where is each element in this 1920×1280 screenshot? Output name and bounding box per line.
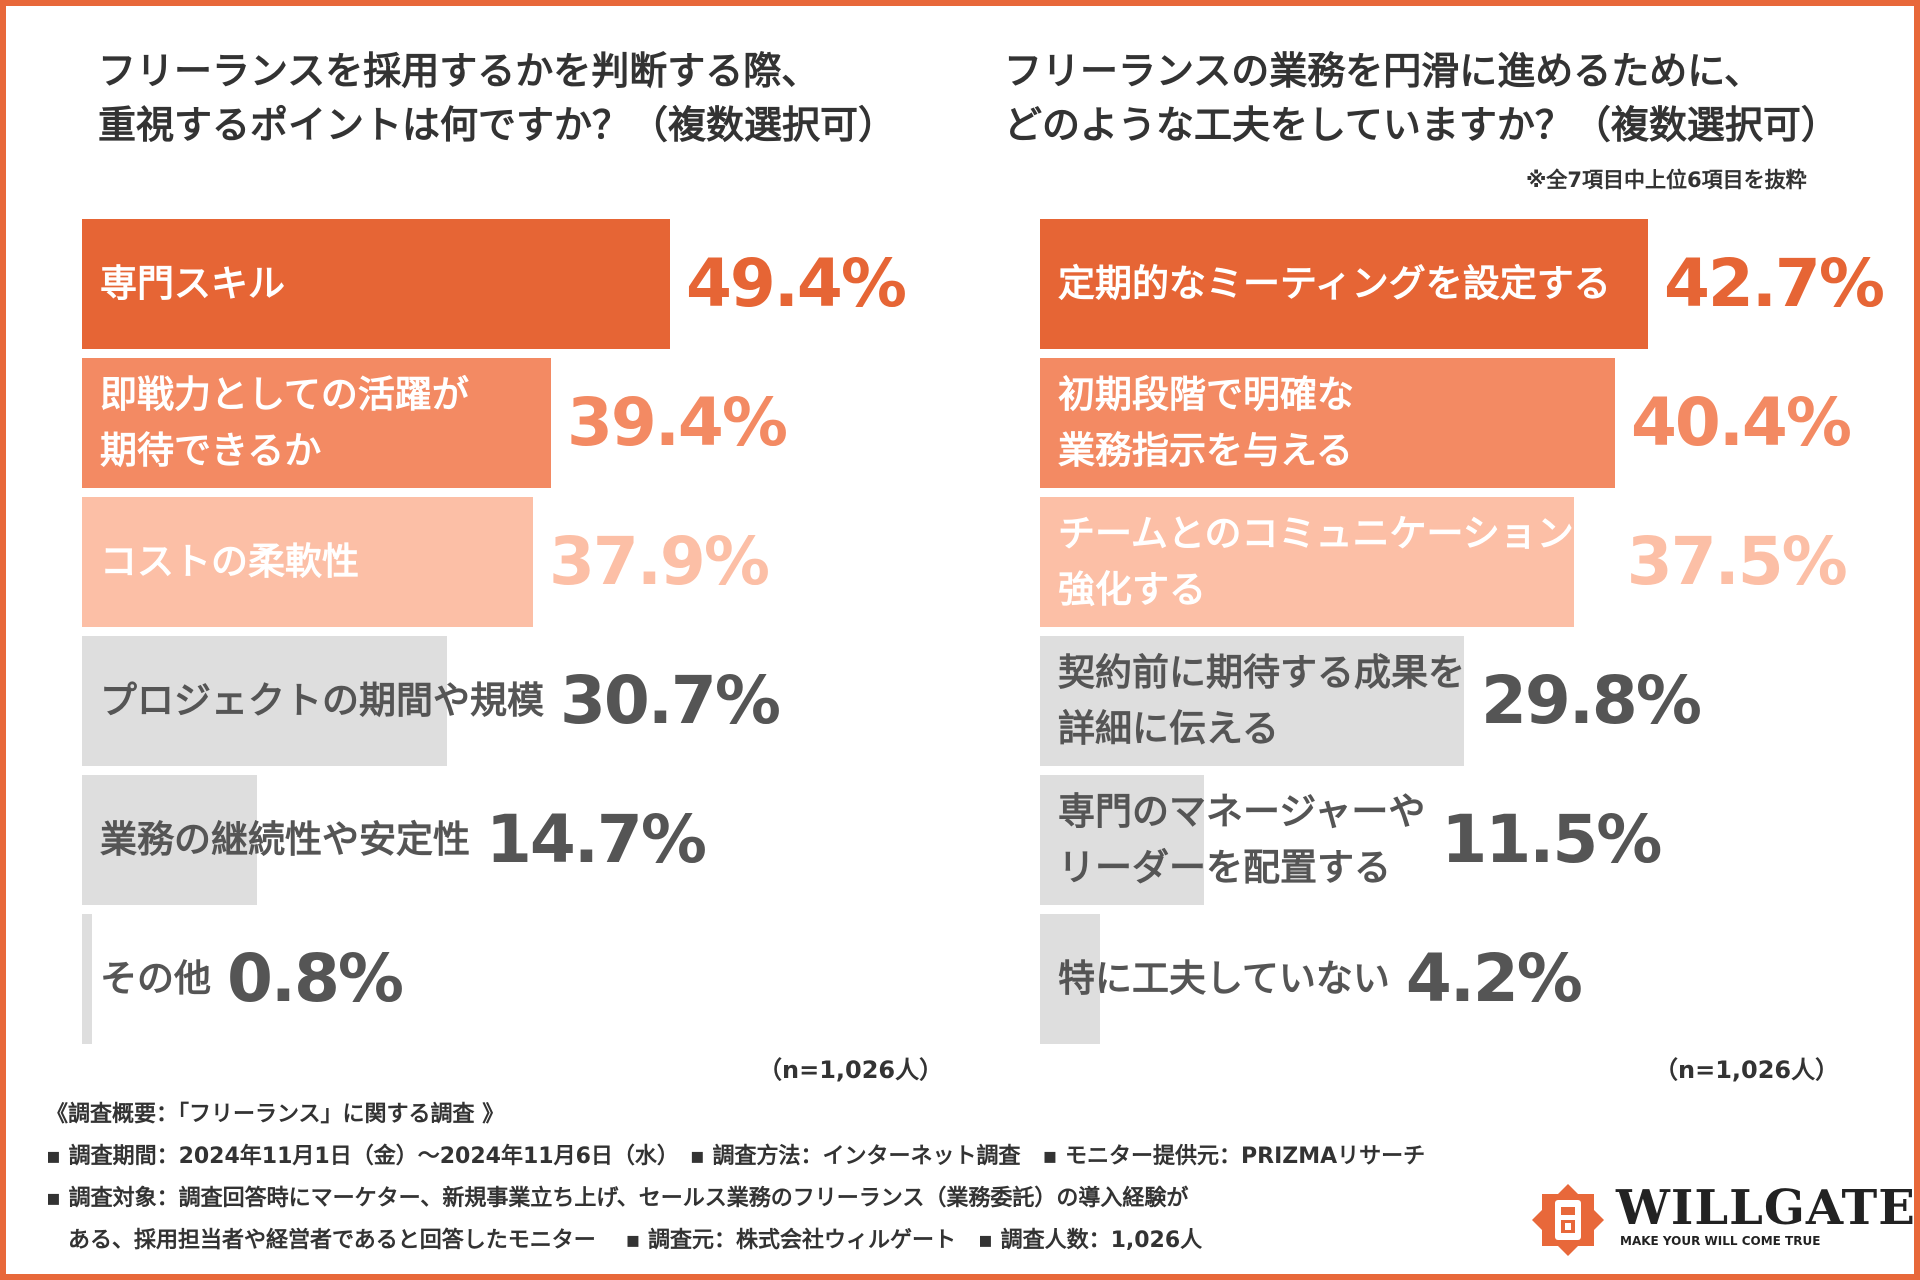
bar-label-line: 定期的なミーティングを設定する [1058, 262, 1611, 305]
survey-summary: 《調査概要：「フリーランス」に関する調査 》 ▪ 調査期間：2024年11月1日… [46, 1094, 1425, 1262]
bar-value-2: 39.4% [567, 384, 788, 461]
bar-label-line: リーダーを配置する [1058, 846, 1391, 889]
bar-3 [82, 497, 533, 627]
bar-label-1: 専門スキル [82, 219, 285, 349]
bar-label-line: チームとのコミュニケーションを [1058, 512, 1611, 555]
bar-label-line: 専門スキル [100, 262, 285, 305]
bar-label-line: コストの柔軟性 [100, 540, 359, 583]
left-title-line2: 重視するポイントは何ですか？（複数選択可） [98, 103, 897, 147]
left-chart-title: フリーランスを採用するかを判断する際、 重視するポイントは何ですか？（複数選択可… [98, 44, 896, 152]
right-chart-title: フリーランスの業務を円滑に進めるために、 どのような工夫をしていますか？（複数選… [1004, 44, 1839, 152]
bar-value-5: 11.5% [1441, 801, 1662, 878]
survey-summary-heading: 《調査概要：「フリーランス」に関する調査 》 [46, 1102, 505, 1127]
bar-label-line: 詳細に伝える [1058, 707, 1279, 750]
bar-label-line: 即戦力としての活躍が [100, 373, 469, 416]
right-sample-size: （n=1,026人） [1654, 1056, 1840, 1084]
bar-label-line: 業務の継続性や安定性 [100, 818, 470, 861]
left-sample-size: （n=1,026人） [758, 1056, 944, 1084]
right-bar-chart: 定期的なミーティングを設定する 42.7% 初期段階で明確な 業務指示を与える 40.4… [1040, 219, 1896, 1049]
bar-label-line: 業務指示を与える [1058, 429, 1353, 472]
bar-1 [1040, 219, 1648, 349]
bar-value-6: 0.8% [227, 940, 404, 1017]
bar-label-line: 期待できるか [100, 429, 322, 472]
bar-label-6: 特に工夫していない [1040, 914, 1390, 1044]
bar-label-2: 即戦力としての活躍が 期待できるか [82, 358, 469, 488]
bar-label-5: 業務の継続性や安定性 [82, 775, 470, 905]
bar-label-line: 専門のマネージャーや [1058, 790, 1426, 833]
willgate-logo-mark-icon [1532, 1184, 1604, 1256]
bar-6 [1040, 914, 1100, 1044]
bar-4 [82, 636, 447, 766]
bar-3 [1040, 497, 1574, 627]
bar-label-3: チームとのコミュニケーションを 強化する [1040, 497, 1611, 627]
survey-target-line-cont: ある、採用担当者や経営者であると回答したモニター ▪ 調査元：株式会社ウィルゲー… [46, 1228, 1203, 1253]
bar-label-5: 専門のマネージャーや リーダーを配置する [1040, 775, 1425, 905]
survey-period-line: ▪ 調査期間：2024年11月1日（金）～2024年11月6日（水） ▪ 調査方… [46, 1144, 1426, 1169]
bar-1 [82, 219, 670, 349]
bar-label-4: 契約前に期待する成果を 詳細に伝える [1040, 636, 1465, 766]
bar-label-line: 初期段階で明確な [1058, 373, 1354, 416]
bar-label-6: その他 [82, 914, 211, 1044]
bar-value-3: 37.9% [549, 523, 770, 600]
right-title-line2: どのような工夫をしていますか？（複数選択可） [1004, 103, 1839, 147]
left-bar-chart: 専門スキル 49.4% 即戦力としての活躍が 期待できるか 39.4% コストの柔軟性 37… [82, 219, 922, 1049]
bar-value-5: 14.7% [486, 801, 707, 878]
bar-label-line: 特に工夫していない [1058, 957, 1390, 1000]
bar-label-3: コストの柔軟性 [82, 497, 359, 627]
right-title-line1: フリーランスの業務を円滑に進めるために、 [1004, 49, 1763, 93]
bar-label-line: プロジェクトの期間や規模 [100, 679, 544, 722]
bar-value-2: 40.4% [1631, 384, 1852, 461]
bar-value-4: 30.7% [560, 662, 781, 739]
bar-value-1: 42.7% [1664, 245, 1885, 322]
bar-label-line: 強化する [1058, 568, 1206, 611]
bar-value-4: 29.8% [1481, 662, 1702, 739]
bar-label-1: 定期的なミーティングを設定する [1040, 219, 1611, 349]
bar-5 [82, 775, 257, 905]
left-title-line1: フリーランスを採用するかを判断する際、 [98, 49, 820, 93]
bar-4 [1040, 636, 1464, 766]
bar-label-line: 契約前に期待する成果を [1058, 651, 1465, 694]
bar-label-line: その他 [100, 957, 211, 1000]
bar-label-4: プロジェクトの期間や規模 [82, 636, 544, 766]
bar-value-1: 49.4% [686, 245, 907, 322]
bar-2 [82, 358, 551, 488]
willgate-logo: WILLGATE MAKE YOUR WILL COME TRUE [1528, 1180, 1915, 1260]
survey-target-line: ▪ 調査対象：調査回答時にマーケター、新規事業立ち上げ、セールス業務のフリーラン… [46, 1186, 1189, 1211]
bar-label-2: 初期段階で明確な 業務指示を与える [1040, 358, 1354, 488]
logo-tagline: MAKE YOUR WILL COME TRUE [1620, 1234, 1821, 1248]
logo-wordmark: WILLGATE [1616, 1180, 1916, 1236]
bar-6 [82, 914, 92, 1044]
right-chart-note: ※全7項目中上位6項目を抜粋 [1526, 168, 1807, 192]
bar-2 [1040, 358, 1615, 488]
bar-value-6: 4.2% [1405, 940, 1583, 1017]
bar-5 [1040, 775, 1204, 905]
bar-value-3: 37.5% [1626, 523, 1848, 600]
